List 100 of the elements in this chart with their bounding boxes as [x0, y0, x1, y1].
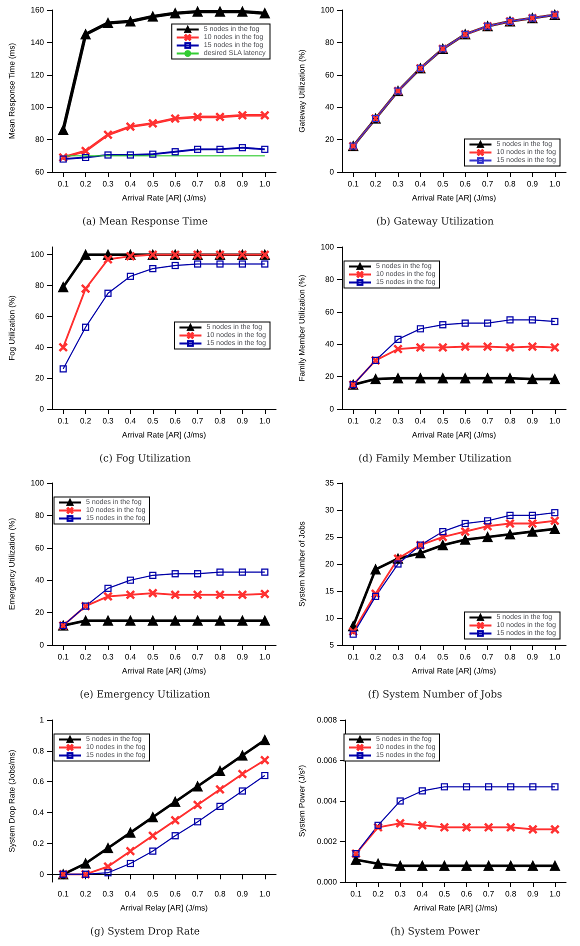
x-tick-label: 0.7 [192, 652, 204, 662]
y-tick-label: 140 [30, 38, 45, 47]
x-tick-label: 0.6 [170, 889, 182, 898]
x-tick-label: 0.3 [102, 416, 114, 425]
x-tick-label: 0.9 [236, 889, 249, 898]
x-tick-label: 0.6 [170, 180, 182, 188]
x-tick-label: 0.2 [80, 180, 92, 188]
x-tick-label: 0.1 [58, 180, 70, 188]
y-tick-label: 60 [325, 306, 335, 316]
x-tick-label: 0.7 [482, 652, 494, 662]
x-tick-label: 0.4 [124, 416, 137, 425]
y-tick-label: 0 [40, 640, 45, 650]
x-tick-label: 0.1 [348, 416, 360, 425]
x-tick-label: 0.5 [438, 889, 451, 898]
x-axis-title: Arrival Rate [AR] (J/ms) [122, 666, 206, 676]
y-tick-label: 0.002 [316, 836, 338, 846]
x-axis-title: Arrival Rate [AR] (J/ms) [412, 666, 496, 676]
x-tick-label: 0.6 [460, 180, 472, 188]
x-tick-label: 0.5 [147, 889, 159, 898]
x-tick-label: 0.8 [214, 889, 226, 898]
y-tick-label: 40 [325, 339, 335, 348]
x-tick-label: 0.4 [414, 180, 427, 188]
x-tick-label: 0.3 [102, 652, 114, 662]
x-axis-title: Arrival Rate [AR] (J/ms) [412, 194, 496, 202]
y-tick-label: 5 [330, 640, 335, 650]
x-tick-label: 0.8 [504, 652, 516, 662]
x-tick-label: 0.7 [482, 180, 494, 188]
x-tick-label: 1.0 [549, 889, 562, 898]
x-axis-title: Arrival Rate [AR] (J/ms) [122, 194, 206, 202]
text: (c) Fog Utilization [99, 453, 192, 464]
x-tick-label: 0.5 [437, 416, 449, 425]
y-axis-title: Emergency Utilization (%) [8, 518, 16, 610]
y-tick-label: 40 [35, 342, 45, 352]
x-tick-label: 0.4 [416, 889, 428, 898]
x-tick-label: 0.3 [392, 180, 404, 188]
x-tick-label: 0.5 [437, 180, 449, 188]
x-tick-label: 0.1 [58, 416, 70, 425]
y-tick-label: 0.4 [32, 808, 45, 817]
x-tick-label: 0.8 [214, 652, 226, 662]
y-tick-label: 60 [35, 311, 45, 320]
y-tick-label: 80 [35, 510, 45, 520]
x-tick-label: 0.6 [460, 652, 472, 662]
x-tick-label: 0.3 [102, 180, 114, 188]
x-tick-label: 0.7 [192, 416, 204, 425]
x-tick-label: 0.4 [124, 180, 137, 188]
text: (h) System Power [390, 926, 480, 937]
x-tick-label: 0.7 [192, 889, 204, 898]
x-tick-label: 0.2 [80, 416, 92, 425]
y-tick-label: 0.008 [316, 715, 338, 724]
y-tick-label: 20 [325, 560, 335, 568]
x-tick-label: 0.9 [527, 889, 539, 898]
x-tick-label: 0.1 [348, 180, 360, 188]
y-tick-label: 0.6 [32, 776, 45, 786]
x-tick-label: 0.8 [505, 889, 517, 898]
x-tick-label: 0.4 [414, 652, 427, 662]
x-tick-label: 1.0 [549, 180, 561, 188]
y-tick-label: 1 [40, 715, 45, 724]
x-tick-label: 0.2 [370, 416, 382, 425]
x-tick-label: 0.2 [370, 652, 382, 662]
x-tick-label: 0.8 [504, 416, 516, 425]
y-tick-label: 0.004 [316, 796, 338, 805]
x-tick-label: 0.3 [102, 889, 114, 898]
y-tick-label: 20 [35, 373, 45, 382]
x-tick-label: 0.2 [372, 889, 384, 898]
y-tick-label: 0 [40, 404, 45, 413]
x-tick-label: 0.9 [236, 416, 249, 425]
x-tick-label: 0.2 [370, 180, 382, 188]
x-tick-label: 0.9 [526, 180, 539, 188]
x-tick-label: 0.8 [214, 416, 226, 425]
y-tick-label: 80 [325, 38, 335, 47]
x-tick-label: 1.0 [259, 652, 271, 662]
y-tick-label: 25 [325, 532, 335, 542]
x-axis-title: Arrival Relay [AR] (J/ms) [120, 903, 208, 912]
x-tick-label: 0.5 [437, 652, 449, 662]
x-tick-label: 0.4 [124, 652, 137, 662]
text: (b) Gateway Utilization [376, 216, 494, 228]
y-axis-title: System Number of Jobs [298, 521, 306, 607]
y-tick-label: 160 [30, 6, 45, 14]
x-tick-label: 0.9 [526, 416, 539, 425]
x-tick-label: 0.5 [147, 652, 159, 662]
y-tick-label: 20 [35, 608, 45, 618]
x-tick-label: 0.7 [483, 889, 495, 898]
x-tick-label: 0.7 [482, 416, 494, 425]
y-tick-label: 0.006 [316, 756, 338, 764]
y-axis-title: Gateway Utilization (%) [298, 49, 306, 133]
x-tick-label: 0.5 [147, 416, 159, 425]
y-tick-label: 0 [40, 869, 45, 878]
x-tick-label: 0.5 [147, 180, 159, 188]
x-tick-label: 1.0 [549, 652, 561, 662]
x-tick-label: 0.9 [526, 652, 539, 662]
x-tick-label: 0.1 [58, 652, 70, 662]
x-tick-label: 0.1 [348, 652, 360, 662]
x-tick-label: 0.1 [350, 889, 362, 898]
y-tick-label: 0 [330, 404, 335, 413]
y-axis-title: System Drop Rate (Jobs/ms) [8, 748, 16, 852]
y-tick-label: 15 [325, 586, 335, 596]
x-axis-title: Arrival Rate [AR] (J/ms) [412, 430, 496, 439]
y-axis-title: System Power (J/s²) [298, 764, 306, 837]
y-axis-title: Mean Response Time (ms) [8, 42, 16, 140]
y-tick-label: 0.000 [316, 877, 338, 886]
